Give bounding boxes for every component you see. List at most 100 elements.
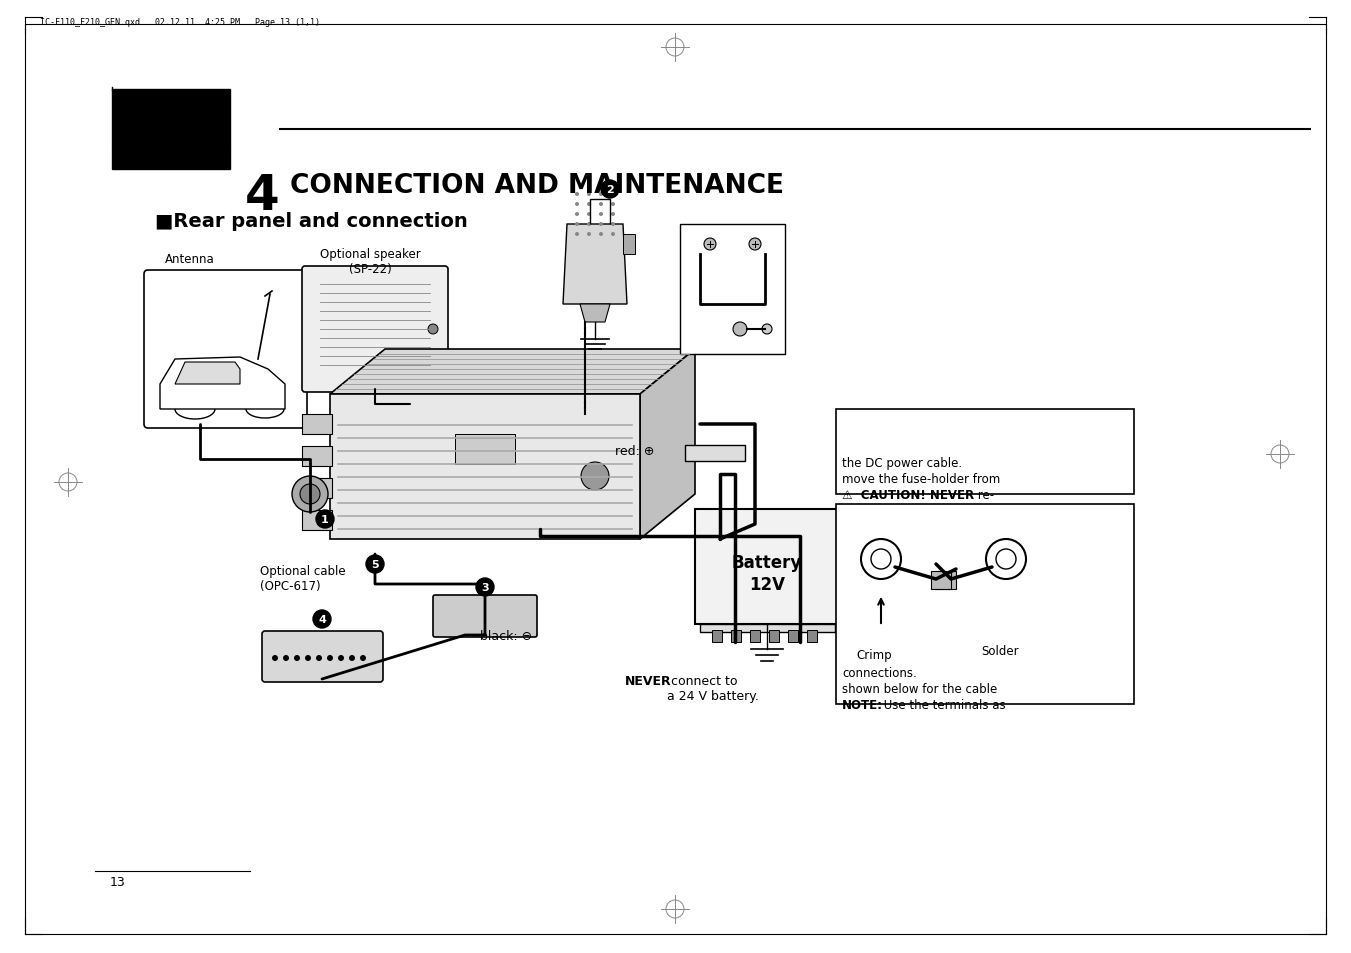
Text: Antenna: Antenna	[165, 253, 215, 266]
Polygon shape	[176, 363, 240, 385]
Text: 2: 2	[607, 185, 613, 194]
Text: 12V: 12V	[748, 576, 785, 594]
Circle shape	[598, 213, 603, 216]
Circle shape	[576, 233, 580, 236]
Circle shape	[327, 656, 332, 661]
Bar	[303, 478, 332, 498]
Bar	[836, 504, 1133, 704]
Bar	[769, 630, 780, 642]
Circle shape	[300, 484, 320, 504]
Circle shape	[576, 223, 580, 227]
Text: Optional cable
(OPC-617): Optional cable (OPC-617)	[259, 564, 346, 593]
Text: NEVER: NEVER	[626, 675, 671, 687]
Circle shape	[586, 193, 590, 196]
FancyBboxPatch shape	[434, 596, 536, 638]
FancyBboxPatch shape	[262, 631, 382, 682]
Bar	[112, 90, 230, 148]
Circle shape	[611, 203, 615, 207]
Bar	[807, 630, 817, 642]
Circle shape	[598, 203, 603, 207]
Bar	[303, 447, 332, 467]
Bar	[303, 415, 332, 435]
Polygon shape	[640, 350, 694, 539]
Circle shape	[586, 233, 590, 236]
Circle shape	[611, 233, 615, 236]
Circle shape	[476, 578, 494, 597]
Circle shape	[359, 656, 366, 661]
Text: Optional speaker
(SP-22): Optional speaker (SP-22)	[320, 248, 420, 275]
Bar	[750, 630, 761, 642]
Circle shape	[316, 511, 334, 529]
Polygon shape	[580, 305, 611, 323]
Circle shape	[313, 610, 331, 628]
Text: Solder: Solder	[981, 644, 1019, 658]
Polygon shape	[330, 350, 694, 395]
Polygon shape	[563, 225, 627, 305]
Circle shape	[598, 223, 603, 227]
Bar	[680, 225, 785, 355]
Bar	[685, 446, 744, 461]
Bar	[712, 630, 721, 642]
Bar	[330, 395, 640, 539]
Circle shape	[581, 462, 609, 491]
Circle shape	[295, 656, 300, 661]
Circle shape	[611, 223, 615, 227]
Text: 4: 4	[317, 615, 326, 624]
Circle shape	[292, 476, 328, 513]
Text: IC-F110_F210_GEN.qxd   02.12.11  4:25 PM   Page 13 (1,1): IC-F110_F210_GEN.qxd 02.12.11 4:25 PM Pa…	[41, 18, 320, 27]
Circle shape	[762, 325, 771, 335]
Text: 1: 1	[322, 515, 328, 524]
Circle shape	[576, 203, 580, 207]
Text: Use the terminals as: Use the terminals as	[880, 699, 1005, 711]
Text: ⚠  CAUTION! NEVER: ⚠ CAUTION! NEVER	[842, 489, 974, 501]
Circle shape	[586, 213, 590, 216]
Text: 5: 5	[372, 559, 378, 569]
FancyBboxPatch shape	[303, 267, 449, 393]
Circle shape	[598, 233, 603, 236]
Circle shape	[734, 323, 747, 336]
Text: move the fuse-holder from: move the fuse-holder from	[842, 473, 1000, 485]
Bar	[700, 624, 835, 633]
Bar	[936, 572, 957, 589]
Text: 3: 3	[481, 582, 489, 593]
Circle shape	[576, 193, 580, 196]
Circle shape	[366, 556, 384, 574]
Circle shape	[272, 656, 278, 661]
Text: black: ⊖: black: ⊖	[480, 629, 532, 642]
Circle shape	[611, 193, 615, 196]
Circle shape	[316, 656, 322, 661]
Polygon shape	[159, 357, 285, 410]
Text: the DC power cable.: the DC power cable.	[842, 456, 962, 470]
Bar	[112, 148, 230, 170]
Text: ■Rear panel and connection: ■Rear panel and connection	[155, 212, 467, 231]
Bar	[836, 410, 1133, 495]
Circle shape	[586, 223, 590, 227]
Text: Battery: Battery	[732, 554, 802, 572]
Bar	[731, 630, 740, 642]
Text: connections.: connections.	[842, 666, 917, 679]
Circle shape	[338, 656, 345, 661]
Circle shape	[282, 656, 289, 661]
Circle shape	[428, 325, 438, 335]
Bar	[623, 234, 635, 254]
Text: shown below for the cable: shown below for the cable	[842, 682, 997, 696]
Bar	[931, 572, 951, 589]
Bar	[788, 630, 798, 642]
Circle shape	[601, 181, 619, 199]
Bar	[303, 511, 332, 531]
Circle shape	[748, 239, 761, 251]
Text: red: ⊕: red: ⊕	[615, 444, 654, 457]
Circle shape	[305, 656, 311, 661]
Text: Crimp: Crimp	[857, 648, 892, 661]
Circle shape	[349, 656, 355, 661]
Text: NOTE:: NOTE:	[842, 699, 884, 711]
Text: re-: re-	[974, 489, 994, 501]
Circle shape	[598, 193, 603, 196]
Text: 13: 13	[109, 875, 126, 888]
Text: connect to
a 24 V battery.: connect to a 24 V battery.	[667, 675, 759, 702]
Circle shape	[704, 239, 716, 251]
Text: CONNECTION AND MAINTENANCE: CONNECTION AND MAINTENANCE	[290, 172, 784, 199]
Text: 4: 4	[245, 172, 280, 220]
Circle shape	[586, 203, 590, 207]
Bar	[694, 510, 840, 624]
